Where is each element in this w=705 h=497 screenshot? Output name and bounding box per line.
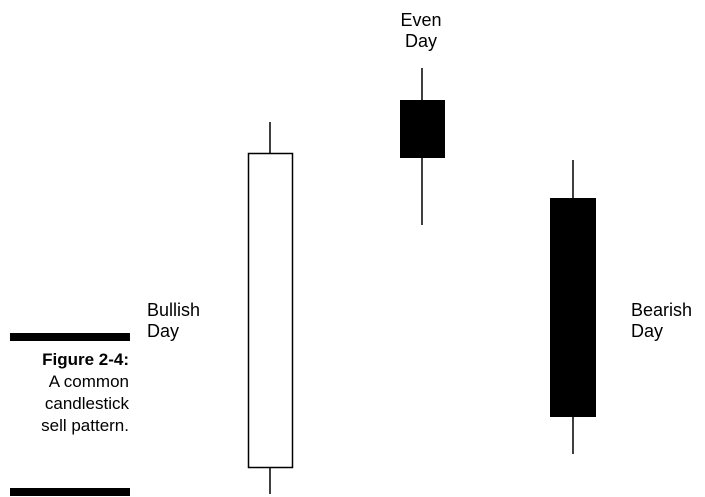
caption-bottom-rule	[10, 488, 130, 496]
bearish-candle	[550, 160, 596, 454]
even-day-label-line2: Day	[404, 31, 437, 51]
bearish-body	[550, 198, 596, 417]
figure-caption: Figure 2-4: A common candlestick sell pa…	[41, 349, 129, 437]
caption-line: A common	[48, 372, 129, 391]
bullish-candle	[247, 122, 294, 494]
bullish-day-label-line1: Bullish	[147, 300, 201, 320]
caption-line: candlestick	[44, 394, 129, 413]
caption-line: sell pattern.	[41, 416, 129, 435]
even-candle	[400, 68, 445, 225]
even-day-label: Even Day	[398, 10, 444, 52]
figure-number: Figure 2-4:	[42, 350, 129, 369]
even-day-label-line1: Even	[400, 10, 442, 30]
bullish-day-label-line2: Day	[147, 321, 180, 341]
bearish-day-label-line1: Bearish	[631, 300, 693, 320]
bullish-body	[247, 152, 294, 469]
caption-top-rule	[10, 333, 130, 341]
bullish-day-label: Bullish Day	[147, 300, 200, 342]
bearish-day-label: Bearish Day	[631, 300, 692, 342]
even-body	[400, 100, 445, 158]
bearish-day-label-line2: Day	[631, 321, 664, 341]
